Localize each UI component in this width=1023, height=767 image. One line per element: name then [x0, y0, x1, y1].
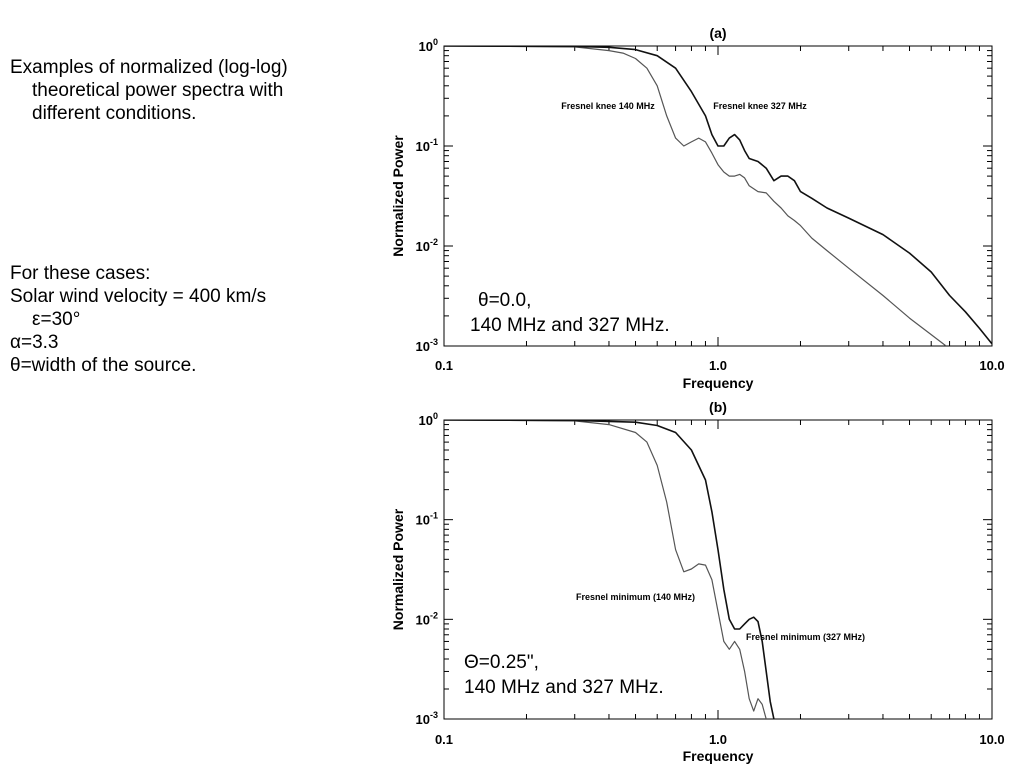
- conditions-text: For these cases: Solar wind velocity = 4…: [10, 262, 266, 377]
- intro-line-1: Examples of normalized (log-log): [10, 57, 288, 78]
- plot-frame: [443, 419, 993, 720]
- curve-annotation: Fresnel minimum (327 MHz): [746, 632, 865, 642]
- x-tick-label: 0.1: [435, 732, 453, 747]
- x-tick-label: 10.0: [979, 358, 1004, 373]
- y-tick-label: 10-3: [416, 710, 438, 727]
- inset-text-line: Θ=0.25",: [464, 652, 539, 673]
- y-tick-label: 100: [419, 37, 438, 54]
- intro-text: Examples of normalized (log-log) theoret…: [10, 56, 288, 125]
- conditions-line-5: θ=width of the source.: [10, 355, 197, 376]
- x-tick-label: 1.0: [709, 732, 727, 747]
- conditions-line-2: Solar wind velocity = 400 km/s: [10, 286, 267, 307]
- inset-text-line: θ=0.0,: [478, 290, 531, 311]
- curve-annotation: Fresnel knee 327 MHz: [713, 101, 807, 111]
- y-tick-label: 10-1: [416, 137, 438, 154]
- series-line-140mhz: [444, 420, 767, 719]
- x-tick-label: 1.0: [709, 358, 727, 373]
- series-line-327mhz: [444, 46, 992, 345]
- inset-text-line: 140 MHz and 327 MHz.: [470, 315, 670, 336]
- x-tick-label: 10.0: [979, 732, 1004, 747]
- inset-text-line: 140 MHz and 327 MHz.: [464, 677, 664, 698]
- x-axis-label: Frequency: [683, 375, 754, 391]
- y-axis-label: Normalized Power: [390, 135, 406, 257]
- y-tick-label: 10-2: [416, 610, 438, 627]
- series-line-140mhz: [444, 46, 947, 346]
- conditions-line-4: α=3.3: [10, 332, 59, 353]
- chart-b: 0.1 1.0 10.0 100 10-1 10-2 10-3 (b) Frequency Nor…: [390, 399, 1005, 764]
- x-tick-label: 0.1: [435, 358, 453, 373]
- conditions-line-3: ε=30°: [32, 309, 81, 330]
- series-line-327mhz: [444, 420, 775, 719]
- conditions-line-1: For these cases:: [10, 263, 151, 284]
- y-axis-label: Normalized Power: [390, 508, 406, 630]
- intro-line-2: theoretical power spectra with: [32, 80, 284, 101]
- y-tick-label: 10-1: [416, 511, 438, 528]
- y-tick-label: 10-3: [416, 337, 438, 354]
- y-tick-label: 10-2: [416, 237, 438, 254]
- intro-line-3: different conditions.: [32, 103, 197, 124]
- chart-title: (a): [709, 25, 726, 41]
- curve-annotation: Fresnel minimum (140 MHz): [576, 592, 695, 602]
- curve-annotation: Fresnel knee 140 MHz: [561, 101, 655, 111]
- chart-title: (b): [709, 399, 727, 415]
- y-tick-label: 100: [419, 411, 438, 428]
- x-axis-label: Frequency: [683, 748, 754, 764]
- chart-a: 0.1 1.0 10.0 100 10-1 10-2 10-3 (a) Frequency Nor…: [390, 25, 1005, 391]
